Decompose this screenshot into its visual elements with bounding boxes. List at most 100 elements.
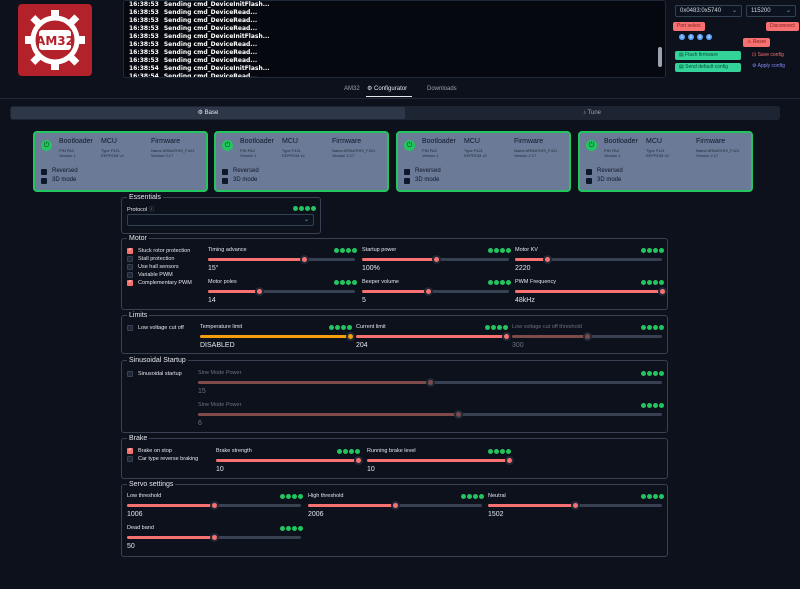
slider-value: 2006 [308,511,324,518]
slider-dots [334,280,357,285]
slider-label: Current limit [356,324,386,330]
log-message: Sending cmd_DeviceRead... [163,25,258,32]
slider-dots [461,494,484,499]
log-message: Sending cmd_DeviceInitFlash... [163,1,270,8]
slider-label: Temperature limit [200,324,243,330]
motor-checkbox[interactable] [127,279,133,286]
slider-handle[interactable] [255,287,265,296]
slider[interactable] [308,501,482,510]
slider[interactable] [127,501,301,510]
port-select-button[interactable]: Port select [673,22,705,31]
slider[interactable] [515,255,662,264]
slider-handle[interactable] [426,378,435,387]
slider-handle[interactable] [583,332,592,341]
slider[interactable] [512,332,662,341]
slider-handle[interactable] [502,332,511,341]
save-icon: ⊡ [752,52,758,58]
subtab-tune[interactable]: ♪ Tune [582,110,601,116]
mcu-info: Type F421 EEPROM v2 [282,148,305,158]
brake-checkbox[interactable] [127,456,133,462]
motor-checkbox[interactable] [127,256,133,262]
slider[interactable] [208,287,355,296]
slider-value: 5 [362,297,366,304]
limits-title: Limits [129,312,148,319]
slider-handle[interactable] [658,287,667,296]
bootloader-info: PIN PA2 Version 1 [422,148,439,158]
apply-config-button[interactable]: ⚙ Apply config [752,63,785,69]
slider[interactable] [488,501,662,510]
slider-handle[interactable] [543,255,553,264]
3d-mode-checkbox[interactable] [404,178,410,184]
sinusoidal-startup-label: Sinusoidal startup [138,371,182,377]
3d-mode-checkbox[interactable] [41,178,47,184]
slider[interactable] [216,456,363,465]
log-message: Sending cmd_DeviceRead... [163,57,258,64]
slider[interactable] [362,255,509,264]
slider-handle[interactable] [571,501,580,510]
slider-label: Running brake level [367,448,416,454]
log-scrollbar[interactable] [658,3,662,75]
protocol-select[interactable]: ⌄ [127,214,314,226]
log-line: 16:38:53 Sending cmd_DeviceRead... [124,49,665,57]
low-voltage-cutoff-checkbox[interactable] [127,325,133,331]
slider-handle[interactable] [505,456,514,465]
subtab-base[interactable]: ⚙ Base [11,107,405,119]
save-config-button[interactable]: ⊡ Save config [752,52,784,58]
slider-label: PWM Frequency [515,279,556,285]
slider-handle[interactable] [346,332,355,341]
slider[interactable] [200,332,355,341]
3d-mode-checkbox[interactable] [222,178,228,184]
slider-label: Sine Mode Power [198,370,242,376]
slider[interactable] [198,378,662,387]
slider[interactable] [362,287,509,296]
tab-configurator[interactable]: ⚙ Configurator [367,86,408,92]
tab-downloads[interactable]: Downloads [427,86,457,92]
mcu-header: MCU [464,138,480,145]
reversed-checkbox[interactable] [586,169,592,175]
brake-checkbox[interactable] [127,447,133,454]
slider-label: Low threshold [127,493,162,499]
reversed-checkbox[interactable] [222,169,228,175]
log-line: 16:38:54 Sending cmd_DeviceRead... [124,73,665,77]
baud-select[interactable]: 115200 ⌄ [746,5,796,17]
slider-handle[interactable] [424,287,434,296]
log-line: 16:38:53 Sending cmd_DeviceInitFlash... [124,33,665,41]
slider-handle[interactable] [453,410,463,419]
port-select[interactable]: 0x0483:0x5740 ⌄ [675,5,742,17]
reset-button[interactable]: ⚠ Reset [743,38,770,47]
slider-handle[interactable] [299,255,309,264]
slider-handle[interactable] [354,456,363,465]
flash-firmware-button[interactable]: ▤ Flash firmware [675,51,741,60]
tab-am32[interactable]: AM32 [344,86,360,92]
slider[interactable] [356,332,511,341]
bootloader-header: Bootloader [422,138,456,145]
reversed-checkbox[interactable] [404,169,410,175]
slider[interactable] [515,287,667,296]
slider-handle[interactable] [210,533,219,542]
slider-dots [334,248,357,253]
slider-handle[interactable] [391,501,400,510]
motor-checkbox[interactable] [127,264,133,270]
slider-value: 48kHz [515,297,535,304]
slider-handle[interactable] [210,501,219,510]
sinusoidal-startup-checkbox[interactable] [127,371,133,377]
slider[interactable] [208,255,355,264]
motor-checkbox[interactable] [127,272,133,278]
esc-indicator: 1 [679,34,685,40]
motor-checkbox[interactable] [127,247,133,254]
slider-value: 14 [208,297,216,304]
limits-section: Limits [121,312,668,354]
log-line: 16:38:53 Sending cmd_DeviceRead... [124,25,665,33]
firmware-info: Name ARMATHIS_F421 Version 2.17 [332,148,376,158]
slider[interactable] [367,456,514,465]
reversed-checkbox[interactable] [41,169,47,175]
disconnect-button[interactable]: Disconnect [766,22,799,31]
send-default-config-button[interactable]: ▤ Send default config [675,63,741,72]
slider[interactable] [127,533,301,542]
slider-value: 300 [512,342,524,349]
slider-handle[interactable] [431,255,441,264]
3d-mode-checkbox[interactable] [586,178,592,184]
slider-label: Dead band [127,525,154,531]
slider-dots [488,449,511,454]
slider[interactable] [198,410,662,419]
